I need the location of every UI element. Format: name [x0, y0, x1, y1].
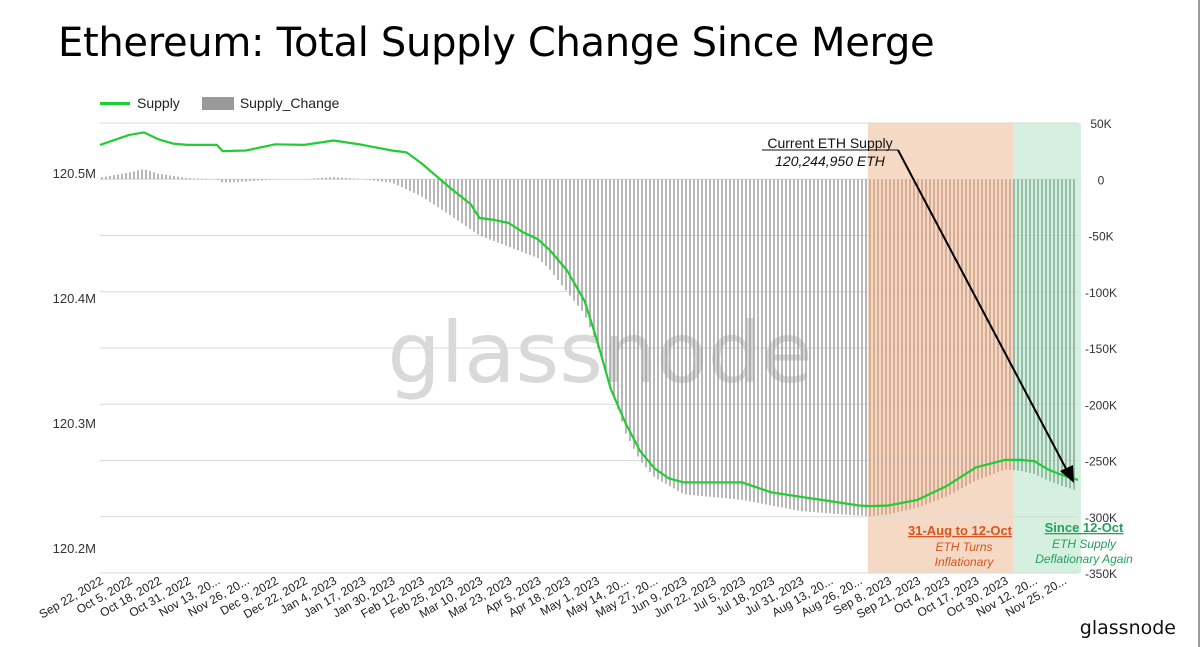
y-left-tick-label: 120.4M — [53, 291, 96, 306]
left-axis-ticks: 120.5M 120.4M 120.3M 120.2M — [53, 166, 96, 556]
annotation-deflationary: Since 12-Oct ETH Supply Deflationary Aga… — [1035, 520, 1133, 566]
supply-change-bars — [101, 169, 1075, 517]
legend-item-supply-change[interactable]: Supply_Change — [201, 95, 340, 111]
annotation-inflationary-title: 31-Aug to 12-Oct — [908, 523, 1013, 538]
supply-line — [99, 131, 1079, 508]
legend: Supply Supply_Change — [100, 93, 361, 113]
y-right-tick-label: -50K — [1088, 230, 1113, 244]
y-left-tick-label: 120.2M — [53, 541, 96, 556]
y-right-tick-label: -200K — [1085, 398, 1117, 412]
annotation-deflationary-title: Since 12-Oct — [1045, 520, 1124, 535]
supply-line-group — [99, 131, 1079, 508]
y-left-tick-label: 120.3M — [53, 416, 96, 431]
legend-swatch-supply-change — [201, 96, 234, 110]
legend-item-supply[interactable]: Supply — [100, 95, 180, 111]
y-right-tick-label: -350K — [1085, 567, 1117, 581]
page-title: Ethereum: Total Supply Change Since Merg… — [58, 20, 935, 66]
annotation-deflationary-line2: Deflationary Again — [1035, 552, 1133, 566]
y-left-tick-label: 120.5M — [53, 166, 96, 181]
annotation-inflationary: 31-Aug to 12-Oct ETH Turns Inflationary — [908, 523, 1013, 569]
annotation-inflationary-line2: Inflationary — [935, 555, 995, 569]
annotation-current-supply-title: Current ETH Supply — [767, 135, 892, 151]
right-border — [1198, 0, 1200, 647]
y-right-tick-label: -150K — [1085, 342, 1117, 356]
y-right-tick-label: -300K — [1085, 511, 1117, 525]
y-right-tick-label: 50K — [1090, 117, 1111, 131]
annotation-arrow — [897, 149, 1073, 481]
legend-label-supply: Supply — [137, 95, 180, 111]
y-right-tick-label: -250K — [1085, 455, 1117, 469]
y-right-tick-label: -100K — [1085, 286, 1117, 300]
annotation-current-supply: Current ETH Supply 120,244,950 ETH — [762, 135, 1074, 483]
annotation-arrowhead — [1060, 465, 1074, 483]
brand-logo: glassnode — [1079, 617, 1176, 639]
annotation-inflationary-line1: ETH Turns — [935, 540, 992, 554]
legend-label-supply-change: Supply_Change — [239, 95, 340, 111]
grid-lines — [100, 122, 1078, 574]
legend-swatch-supply — [100, 101, 130, 105]
y-right-tick-label: 0 — [1098, 173, 1105, 187]
annotation-deflationary-line1: ETH Supply — [1052, 537, 1117, 551]
right-axis-ticks: 50K 0 -50K -100K -150K -200K -250K -300K -350K — [1085, 117, 1117, 581]
annotation-current-supply-value: 120,244,950 ETH — [775, 153, 886, 169]
